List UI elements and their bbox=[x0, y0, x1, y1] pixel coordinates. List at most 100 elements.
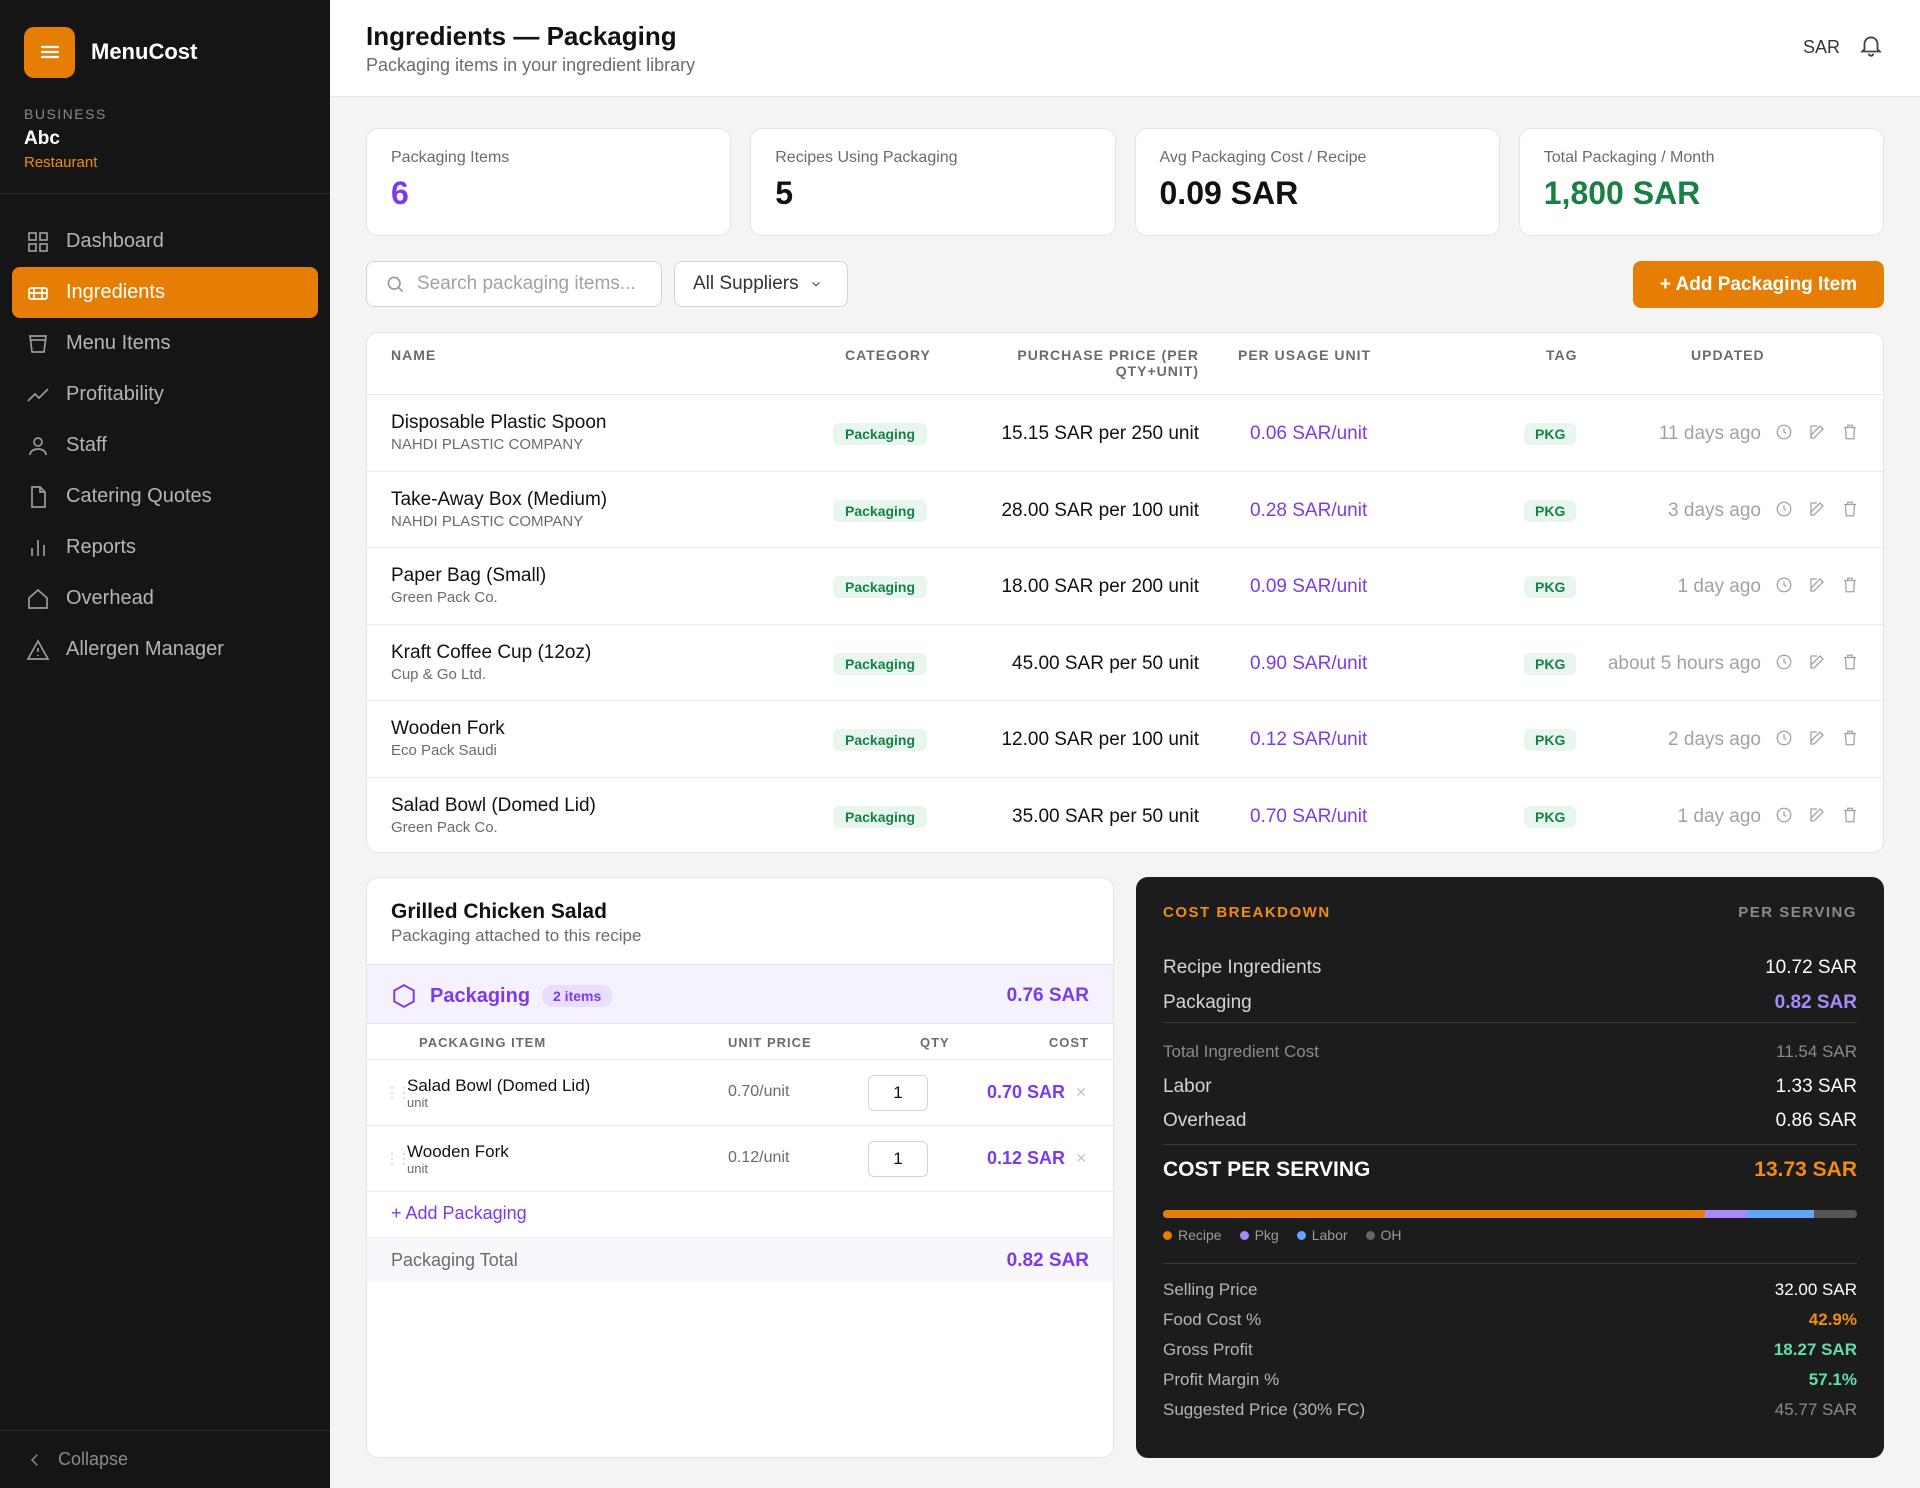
trash-icon[interactable] bbox=[1841, 729, 1859, 747]
drag-handle-icon[interactable]: ⋮⋮ bbox=[385, 1084, 411, 1100]
stat-card-total-packaging-month: Total Packaging / Month 1,800 SAR bbox=[1518, 128, 1884, 236]
trash-icon[interactable] bbox=[1841, 423, 1859, 441]
row-label: Packaging bbox=[1163, 992, 1252, 1013]
stat-value: 5 bbox=[775, 175, 794, 211]
collapse-button[interactable]: Collapse bbox=[0, 1430, 330, 1488]
sidebar-item-ingredients[interactable]: Ingredients bbox=[12, 267, 318, 318]
table-row[interactable]: Disposable Plastic Spoon NAHDI PLASTIC C… bbox=[367, 395, 1883, 472]
edit-icon[interactable] bbox=[1808, 806, 1826, 824]
table-row[interactable]: Kraft Coffee Cup (12oz) Cup & Go Ltd. Pa… bbox=[367, 625, 1883, 701]
table-row[interactable]: Take-Away Box (Medium) NAHDI PLASTIC COM… bbox=[367, 472, 1883, 548]
tag-badge: PKG bbox=[1524, 729, 1577, 751]
purchase-price: 35.00 SAR per 50 unit bbox=[1012, 805, 1199, 827]
updated-time: 3 days ago bbox=[1668, 499, 1761, 521]
sidebar-item-catering-quotes[interactable]: Catering Quotes bbox=[12, 471, 318, 522]
sidebar-item-profitability[interactable]: Profitability bbox=[12, 369, 318, 420]
col-purchase-price[interactable]: PURCHASE PRICE (PER QTY+UNIT) bbox=[1017, 347, 1199, 379]
sidebar-item-label: Catering Quotes bbox=[66, 485, 212, 507]
packaging-row: ⋮⋮ Salad Bowl (Domed Lid) unit 0.70/unit… bbox=[367, 1060, 1113, 1126]
sidebar-item-allergen-manager[interactable]: Allergen Manager bbox=[12, 624, 318, 675]
category-badge: Packaging bbox=[833, 423, 928, 445]
edit-icon[interactable] bbox=[1808, 729, 1826, 747]
remove-icon[interactable]: ✕ bbox=[1075, 1084, 1087, 1100]
overhead-row: Overhead 0.86 SAR bbox=[1163, 1110, 1857, 1134]
sidebar-item-staff[interactable]: Staff bbox=[12, 420, 318, 471]
trash-icon[interactable] bbox=[1841, 806, 1859, 824]
sidebar-item-reports[interactable]: Reports bbox=[12, 522, 318, 573]
col-updated[interactable]: UPDATED bbox=[1691, 347, 1765, 363]
supplier-filter-select[interactable]: All Suppliers bbox=[674, 261, 848, 307]
drag-handle-icon[interactable]: ⋮⋮ bbox=[385, 1150, 411, 1166]
category-badge: Packaging bbox=[833, 729, 928, 751]
cost-breakdown-title: COST BREAKDOWN bbox=[1163, 904, 1331, 921]
sidebar-item-overhead[interactable]: Overhead bbox=[12, 573, 318, 624]
category-badge: Packaging bbox=[833, 499, 928, 522]
legend-recipe: Recipe bbox=[1163, 1227, 1222, 1243]
trash-icon[interactable] bbox=[1841, 500, 1859, 518]
edit-icon[interactable] bbox=[1808, 423, 1826, 441]
packaging-item-name: Salad Bowl (Domed Lid) bbox=[407, 1076, 591, 1095]
add-packaging-item-button[interactable]: + Add Packaging Item bbox=[1633, 261, 1884, 308]
trash-icon[interactable] bbox=[1841, 653, 1859, 671]
menu-icon[interactable] bbox=[24, 26, 75, 78]
bar-segment-recipe bbox=[1163, 1210, 1705, 1218]
col-tag[interactable]: TAG bbox=[1546, 347, 1578, 363]
trash-icon[interactable] bbox=[1841, 576, 1859, 594]
row-actions bbox=[1775, 423, 1859, 441]
tag-badge: PKG bbox=[1524, 499, 1577, 522]
row-label: Labor bbox=[1163, 1076, 1212, 1097]
row-actions bbox=[1775, 576, 1859, 594]
history-icon[interactable] bbox=[1775, 653, 1793, 671]
sidebar-nav: Dashboard Ingredients Menu Items Profita… bbox=[0, 194, 330, 675]
tag-badge: PKG bbox=[1524, 652, 1577, 675]
packaging-section-label: Packaging bbox=[430, 985, 531, 1007]
search-input[interactable] bbox=[417, 273, 657, 295]
cup-icon bbox=[29, 334, 47, 353]
packaging-section-header[interactable]: Packaging 2 items 0.76 SAR bbox=[367, 964, 1113, 1024]
sidebar-item-label: Overhead bbox=[66, 587, 154, 609]
stat-value: 1,800 SAR bbox=[1543, 175, 1701, 211]
qty-input[interactable] bbox=[868, 1075, 928, 1111]
sidebar-item-menu-items[interactable]: Menu Items bbox=[12, 318, 318, 369]
sidebar-item-label: Ingredients bbox=[66, 281, 165, 303]
history-icon[interactable] bbox=[1775, 500, 1793, 518]
row-label: Food Cost % bbox=[1163, 1310, 1262, 1329]
col-name[interactable]: NAME bbox=[391, 347, 437, 363]
item-supplier: NAHDI PLASTIC COMPANY bbox=[391, 436, 584, 453]
add-packaging-link[interactable]: + Add Packaging bbox=[391, 1203, 527, 1223]
per-usage-price: 0.09 SAR/unit bbox=[1250, 576, 1368, 597]
table-row[interactable]: Salad Bowl (Domed Lid) Green Pack Co. Pa… bbox=[367, 778, 1883, 853]
table-row[interactable]: Paper Bag (Small) Green Pack Co. Packagi… bbox=[367, 548, 1883, 625]
updated-time: about 5 hours ago bbox=[1607, 652, 1761, 674]
sidebar-item-dashboard[interactable]: Dashboard bbox=[12, 216, 318, 267]
packaging-unit-price: 0.12/unit bbox=[728, 1149, 790, 1166]
packaging-cost: 0.12 SAR bbox=[986, 1148, 1065, 1168]
bar-segment-oh bbox=[1813, 1210, 1857, 1218]
packaging-unit-price: 0.70/unit bbox=[728, 1083, 790, 1100]
table-row[interactable]: Wooden Fork Eco Pack Saudi Packaging 12.… bbox=[367, 701, 1883, 778]
labor-row: Labor 1.33 SAR bbox=[1163, 1076, 1857, 1100]
col-category[interactable]: CATEGORY bbox=[845, 347, 931, 363]
category-badge: Packaging bbox=[833, 576, 928, 598]
history-icon[interactable] bbox=[1775, 576, 1793, 594]
bell-icon[interactable] bbox=[1858, 32, 1884, 58]
updated-time: 11 days ago bbox=[1658, 423, 1761, 444]
purchase-price: 12.00 SAR per 100 unit bbox=[1001, 729, 1199, 750]
remove-icon[interactable]: ✕ bbox=[1075, 1150, 1087, 1166]
edit-icon[interactable] bbox=[1808, 653, 1826, 671]
business-info: BUSINESS Abc Restaurant bbox=[0, 104, 330, 194]
edit-icon[interactable] bbox=[1808, 576, 1826, 594]
packaging-row: Packaging 0.82 SAR bbox=[1163, 992, 1857, 1016]
currency-selector[interactable]: SAR bbox=[1802, 37, 1840, 57]
purchase-price: 28.00 SAR per 100 unit bbox=[1001, 499, 1199, 521]
col-purchase-price-line2: QTY+UNIT) bbox=[1115, 363, 1199, 379]
history-icon[interactable] bbox=[1775, 423, 1793, 441]
qty-input[interactable] bbox=[868, 1141, 928, 1177]
search-box[interactable] bbox=[366, 261, 662, 307]
history-icon[interactable] bbox=[1775, 729, 1793, 747]
legend-label: Recipe bbox=[1178, 1227, 1222, 1243]
history-icon[interactable] bbox=[1775, 806, 1793, 824]
col-unit-price: UNIT PRICE bbox=[728, 1035, 812, 1050]
edit-icon[interactable] bbox=[1808, 500, 1826, 518]
col-per-usage-unit[interactable]: PER USAGE UNIT bbox=[1238, 347, 1372, 363]
